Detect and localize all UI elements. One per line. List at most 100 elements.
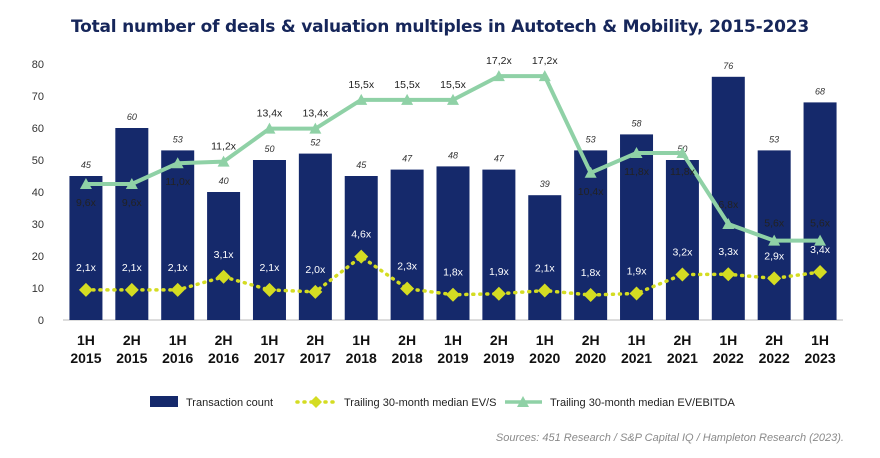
x-tick-label: 2H (306, 332, 324, 348)
ev-ebitda-marker (171, 157, 184, 169)
x-tick-label: 2023 (804, 350, 835, 366)
bar-value-label: 68 (815, 86, 825, 96)
bar-value-label: 47 (402, 154, 413, 164)
y-tick-label: 40 (32, 187, 44, 199)
x-tick-label: 2H (215, 332, 233, 348)
x-tick-label: 2022 (759, 350, 790, 366)
ev-ebitda-marker (768, 234, 781, 246)
x-tick-label: 1H (169, 332, 187, 348)
bar (665, 160, 699, 320)
ev-s-label: 2,1x (535, 263, 556, 275)
ev-ebitda-label: 11,8x (670, 166, 696, 178)
legend-label: Trailing 30-month median EV/EBITDA (550, 397, 735, 409)
bar (803, 102, 837, 321)
ev-s-marker (675, 267, 690, 282)
chart-title: Total number of deals & valuation multip… (70, 17, 810, 37)
x-tick-label: 1H (719, 332, 737, 348)
x-tick-label: 2015 (116, 350, 147, 366)
ev-ebitda-marker (538, 70, 551, 82)
ev-s-label: 3,4x (810, 244, 831, 256)
x-tick-label: 2019 (437, 350, 468, 366)
ev-s-marker (354, 249, 369, 264)
ev-s-marker (216, 269, 231, 284)
bar-value-label: 53 (173, 134, 183, 144)
x-tick-label: 1H (261, 332, 279, 348)
ev-ebitda-label: 17,2x (486, 55, 512, 67)
legend-label: Trailing 30-month median EV/S (344, 397, 496, 409)
x-tick-label: 2H (673, 332, 691, 348)
x-tick-label: 2017 (254, 350, 285, 366)
ev-s-marker (813, 265, 828, 279)
x-tick-label: 1H (628, 332, 646, 348)
x-tick-label: 1H (352, 332, 370, 348)
x-tick-label: 2016 (208, 350, 239, 366)
x-tick-label: 1H (444, 332, 462, 348)
bar-value-label: 50 (264, 144, 274, 154)
x-tick-label: 2018 (392, 350, 423, 366)
ev-s-marker (491, 286, 506, 301)
ev-ebitda-label: 11,2x (211, 141, 237, 153)
ev-ebitda-label: 11,8x (624, 166, 650, 178)
x-tick-label: 2018 (346, 350, 377, 366)
ev-ebitda-label: 15,5x (348, 79, 374, 91)
ev-ebitda-marker (125, 178, 138, 189)
legend-marker-ev-s (310, 396, 322, 408)
ev-s-label: 3,1x (214, 249, 235, 261)
ev-ebitda-label: 9,6x (76, 197, 97, 209)
ev-s-label: 2,1x (122, 262, 143, 274)
legend-label: Transaction count (186, 397, 273, 409)
ev-s-marker (537, 283, 552, 298)
ev-s-marker (400, 281, 415, 296)
bar-value-label: 60 (127, 112, 137, 122)
bar-value-label: 40 (219, 176, 229, 186)
x-tick-label: 2020 (575, 350, 606, 366)
x-tick-label: 2022 (713, 350, 744, 366)
ev-s-label: 2,9x (764, 250, 785, 262)
ev-s-label: 1,9x (627, 265, 648, 277)
ev-ebitda-marker (79, 178, 92, 189)
ev-ebitda-marker (355, 93, 368, 105)
x-tick-label: 2015 (70, 350, 101, 366)
ev-ebitda-label: 9,6x (122, 197, 143, 209)
bar (390, 169, 424, 320)
y-tick-label: 10 (32, 283, 44, 295)
ev-s-label: 3,3x (718, 246, 739, 258)
x-tick-label: 2016 (162, 350, 193, 366)
bar-value-label: 47 (494, 154, 505, 164)
bar-value-label: 45 (356, 160, 367, 170)
ev-ebitda-marker (263, 122, 276, 134)
x-tick-label: 2H (765, 332, 783, 348)
source-note: Sources: 451 Research / S&P Capital IQ /… (495, 432, 844, 444)
x-tick-label: 2H (398, 332, 416, 348)
y-tick-label: 30 (32, 219, 44, 231)
x-tick-label: 2017 (300, 350, 331, 366)
legend-marker-ev-ebitda (517, 396, 529, 407)
ev-ebitda-label: 6,8x (718, 199, 739, 211)
ev-ebitda-label: 13,4x (303, 108, 329, 120)
bar (207, 192, 241, 320)
bar-value-label: 45 (81, 160, 92, 170)
x-tick-label: 1H (536, 332, 554, 348)
ev-ebitda-marker (584, 166, 597, 178)
ev-s-label: 1,8x (443, 267, 464, 279)
bar-value-label: 53 (586, 134, 596, 144)
ev-ebitda-label: 11,0x (165, 176, 191, 188)
ev-s-marker (629, 286, 644, 301)
ev-s-label: 2,1x (168, 262, 189, 274)
ev-ebitda-label: 10,4x (578, 186, 604, 198)
y-tick-label: 50 (32, 155, 44, 167)
ev-ebitda-marker (401, 93, 414, 105)
ev-ebitda-marker (814, 234, 827, 246)
y-tick-label: 60 (32, 123, 44, 135)
legend-swatch-bar (150, 396, 178, 407)
ev-s-marker (262, 282, 277, 297)
ev-ebitda-label: 5,6x (764, 218, 785, 230)
bar-value-label: 52 (310, 138, 320, 148)
ev-ebitda-marker (676, 146, 689, 158)
bar-value-label: 76 (723, 61, 733, 71)
ev-ebitda-marker (630, 146, 643, 158)
y-tick-label: 80 (32, 59, 44, 71)
x-tick-label: 2020 (529, 350, 560, 366)
ev-s-marker (583, 288, 598, 303)
